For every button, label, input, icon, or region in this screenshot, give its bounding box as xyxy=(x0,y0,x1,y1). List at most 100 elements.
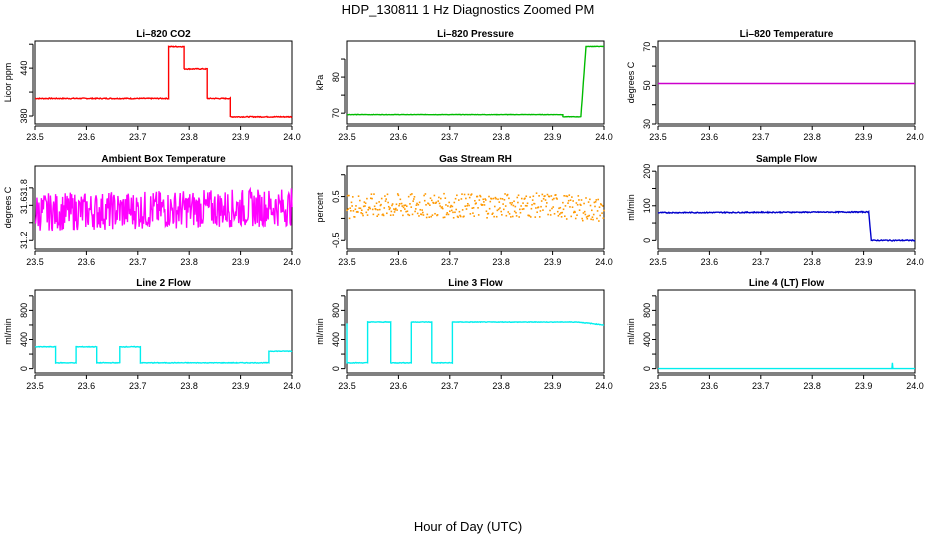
data-point xyxy=(362,205,365,208)
y-tick-label: 800 xyxy=(642,303,652,318)
y-axis-label: ml/min xyxy=(626,318,636,345)
x-tick-label: 23.9 xyxy=(232,381,250,391)
data-point xyxy=(567,202,569,204)
x-tick-label: 23.9 xyxy=(855,257,873,267)
data-point xyxy=(597,198,600,201)
data-point xyxy=(441,207,444,210)
x-tick-label: 23.8 xyxy=(803,132,821,142)
data-point xyxy=(348,217,351,220)
data-point xyxy=(429,204,431,207)
data-point xyxy=(541,193,544,196)
data-point xyxy=(366,214,369,216)
data-point xyxy=(553,197,555,200)
data-point xyxy=(504,205,507,207)
x-tick-label: 24.0 xyxy=(595,257,613,267)
data-point xyxy=(494,196,497,199)
data-point xyxy=(561,211,564,214)
data-point xyxy=(450,204,452,207)
data-point xyxy=(515,215,518,217)
plot-frame xyxy=(346,40,605,125)
data-point xyxy=(529,216,532,218)
data-point xyxy=(493,205,496,208)
data-point xyxy=(449,206,452,208)
data-point xyxy=(400,202,403,205)
data-point xyxy=(568,194,571,196)
data-point xyxy=(472,212,474,214)
data-point xyxy=(406,210,409,213)
data-point xyxy=(387,201,389,204)
data-point xyxy=(553,212,556,215)
data-point xyxy=(467,193,470,196)
x-tick-label: 23.5 xyxy=(26,257,44,267)
data-point xyxy=(499,197,502,200)
data-point xyxy=(573,211,575,214)
x-tick-label: 23.7 xyxy=(441,257,459,267)
data-point xyxy=(415,204,418,206)
y-tick-label: 440 xyxy=(19,61,29,76)
y-tick-label: 800 xyxy=(331,303,341,318)
data-point xyxy=(596,210,599,212)
x-tick-label: 23.6 xyxy=(78,381,96,391)
data-point xyxy=(451,205,454,208)
data-point xyxy=(358,207,361,209)
data-point xyxy=(585,216,588,218)
data-point xyxy=(590,209,593,212)
chart-panel-2: Li–820 Pressure 23.5 23.6 23.7 23.8 23.9 24.0 7… xyxy=(315,29,613,142)
y-tick-label: 0.5 xyxy=(331,190,341,203)
data-point xyxy=(382,214,385,217)
y-axis-label: degrees C xyxy=(3,186,13,228)
x-tick-label: 23.8 xyxy=(180,132,198,142)
data-point xyxy=(418,215,420,217)
data-point xyxy=(440,197,442,200)
data-point xyxy=(449,210,451,213)
y-tick-label: 70 xyxy=(642,42,652,52)
data-point xyxy=(390,210,393,213)
data-point xyxy=(581,217,583,220)
chart-panel-7: Line 2 Flow 23.5 23.6 23.7 23.8 23.9 24.0 0 400 8… xyxy=(3,278,301,391)
data-point xyxy=(495,215,498,218)
data-point xyxy=(485,210,488,213)
data-point xyxy=(587,201,590,203)
series-line xyxy=(657,209,916,242)
data-point xyxy=(402,214,404,217)
data-point xyxy=(426,213,429,216)
data-point xyxy=(590,218,592,221)
data-point xyxy=(596,217,598,220)
data-point xyxy=(457,199,460,201)
data-point xyxy=(524,197,526,200)
data-point xyxy=(576,214,578,216)
x-tick-label: 23.6 xyxy=(701,381,719,391)
data-point xyxy=(493,215,495,218)
x-tick-label: 23.5 xyxy=(649,132,667,142)
data-point xyxy=(404,208,406,210)
data-point xyxy=(436,214,439,216)
data-point xyxy=(589,204,592,207)
y-axis-label: Licor ppm xyxy=(3,63,13,103)
data-point xyxy=(599,214,601,217)
data-point xyxy=(387,205,390,208)
data-point xyxy=(488,195,490,198)
data-point xyxy=(522,208,525,210)
data-point xyxy=(530,207,533,210)
data-point xyxy=(506,194,508,197)
data-point xyxy=(465,208,468,210)
data-point xyxy=(483,201,485,203)
data-point xyxy=(536,211,538,214)
y-axis-label: degrees C xyxy=(626,61,636,103)
data-point xyxy=(407,195,410,198)
panel-title: Ambient Box Temperature xyxy=(101,154,226,165)
y-tick-label: 31.8 xyxy=(19,179,29,197)
data-point xyxy=(558,207,560,210)
data-point xyxy=(584,213,587,216)
data-point xyxy=(416,202,418,205)
y-tick-label: 400 xyxy=(19,332,29,347)
data-point xyxy=(445,213,448,216)
data-point xyxy=(456,194,458,197)
data-point xyxy=(510,216,512,218)
y-tick-label: 100 xyxy=(642,198,652,213)
data-point xyxy=(492,212,494,215)
data-point xyxy=(537,206,540,208)
x-tick-label: 23.9 xyxy=(855,132,873,142)
x-tick-label: 23.6 xyxy=(390,132,408,142)
data-point xyxy=(526,202,529,205)
